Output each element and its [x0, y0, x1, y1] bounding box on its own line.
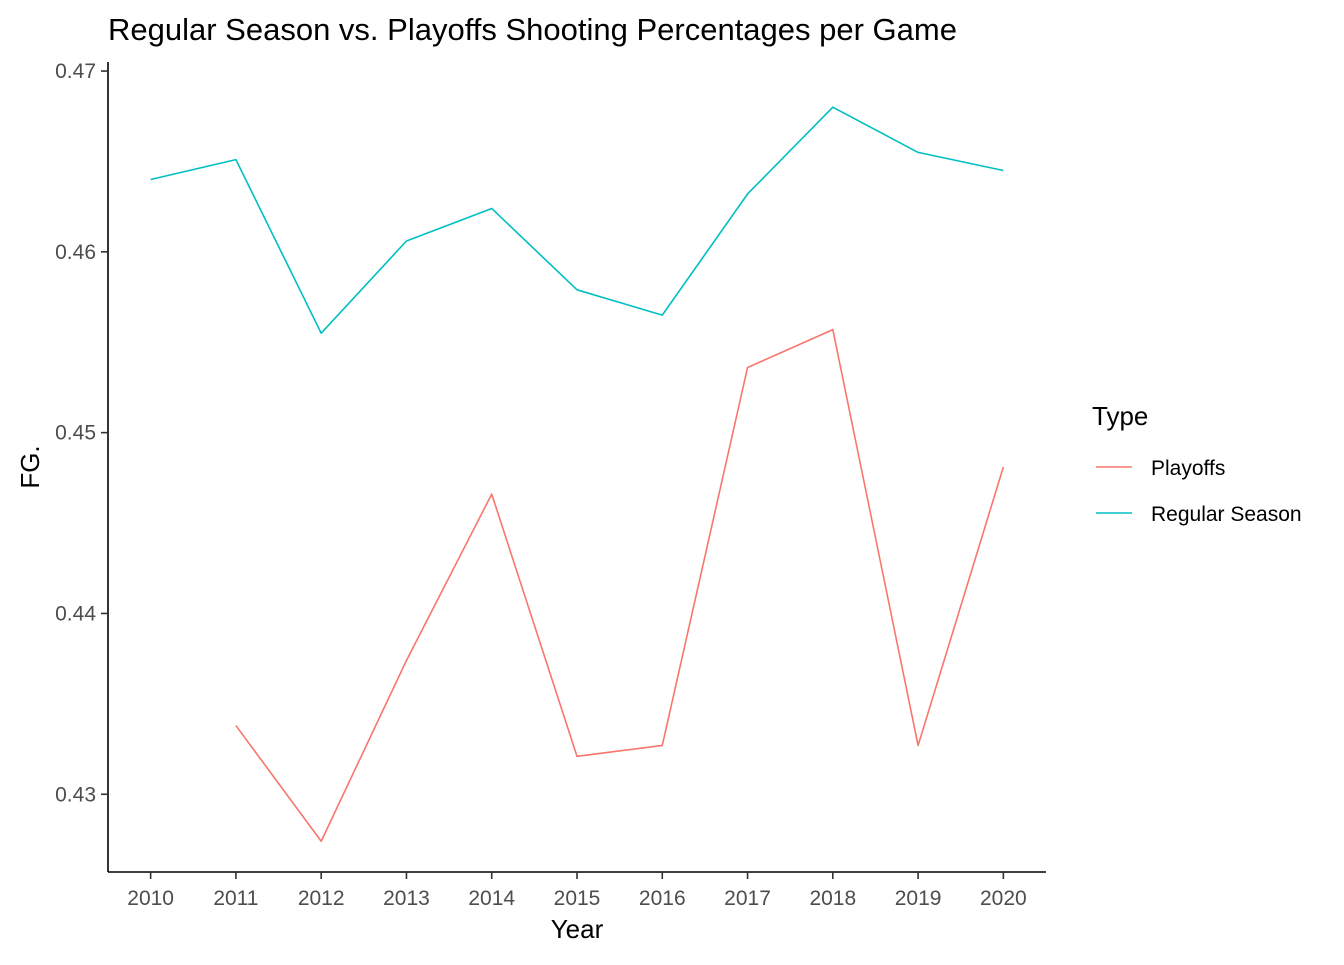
legend-items: Playoffs Regular Season	[1096, 457, 1302, 526]
y-axis-title: FG.	[15, 445, 45, 488]
plot-area: 0.430.440.450.460.47 2010 2011 2012 2013 201…	[55, 60, 1046, 910]
x-tick-label: 2019	[895, 887, 942, 910]
series-lines	[150, 106, 1005, 843]
legend: Type Playoffs Regular Season	[1092, 401, 1302, 526]
x-tick-label: 2011	[213, 887, 258, 910]
y-tick-label: 0.47	[55, 60, 96, 83]
series-line-playoffs	[235, 328, 1005, 843]
y-tick-label: 0.44	[55, 602, 96, 625]
x-tick-label: 2016	[639, 887, 686, 910]
y-tick-label: 0.43	[55, 783, 96, 806]
x-tick-label: 2012	[298, 887, 345, 910]
x-tick-label: 2020	[980, 887, 1027, 910]
x-tick-label: 2018	[809, 887, 856, 910]
y-tick-label: 0.46	[55, 241, 96, 264]
legend-label-regular-season: Regular Season	[1151, 503, 1302, 526]
x-tick-label: 2017	[724, 887, 771, 910]
x-tick-label: 2014	[468, 887, 515, 910]
x-tick-label: 2015	[554, 887, 601, 910]
y-tick-label: 0.45	[55, 422, 96, 445]
x-axis-ticks: 2010 2011 2012 2013 2014 2015 2016 2017 2018 2019…	[127, 872, 1027, 910]
series-line-regular-season	[150, 106, 1004, 335]
chart-title: Regular Season vs. Playoffs Shooting Per…	[108, 12, 957, 47]
legend-title: Type	[1092, 401, 1148, 431]
x-axis-title: Year	[551, 914, 604, 944]
x-tick-label: 2010	[127, 887, 174, 910]
x-tick-label: 2013	[383, 887, 430, 910]
y-axis-ticks: 0.43 0.44 0.45 0.46 0.47	[55, 60, 108, 806]
legend-label-playoffs: Playoffs	[1151, 457, 1225, 480]
